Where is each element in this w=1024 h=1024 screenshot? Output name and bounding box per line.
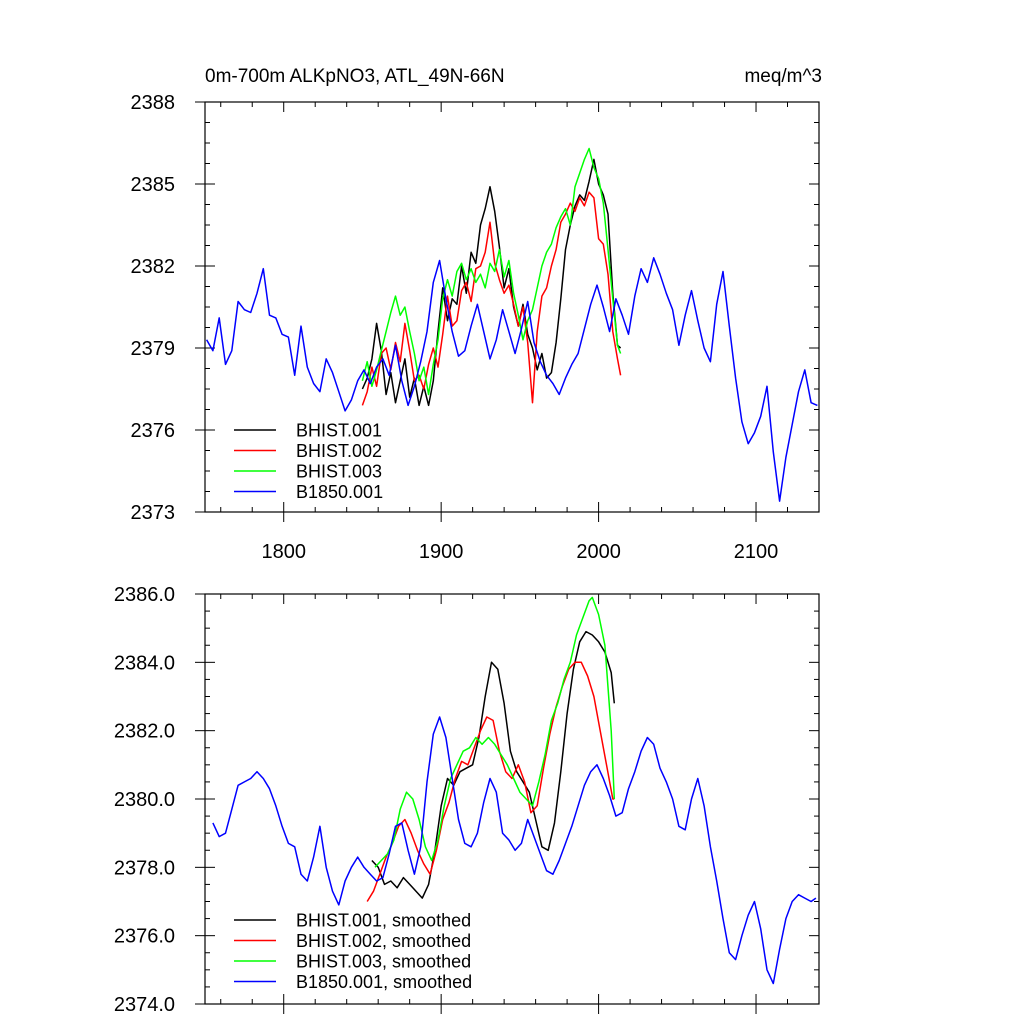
top-x-tick-label-2: 2000: [576, 541, 621, 563]
bottom-series-line-3: [212, 716, 817, 985]
bottom-legend-label-1: BHIST.002, smoothed: [296, 931, 471, 951]
top-y-tick-label-2: 2379: [131, 338, 176, 360]
bottom-y-tick-label-5: 2384.0: [114, 652, 175, 674]
bottom-tick-labels: 2374.0 2376.0 2378.0 2380.0 2382.0 2384.0 2386…: [114, 584, 175, 1016]
bottom-series-line-2: [374, 596, 616, 868]
bottom-ticks: [195, 593, 820, 1014]
top-legend-label-1: BHIST.002: [296, 441, 382, 461]
panel-top: 2373 2376 2379 2382 2385 2388 1800 1900 2000 2100…: [131, 66, 823, 563]
bottom-y-tick-label-0: 2374.0: [114, 994, 175, 1016]
top-y-tick-label-4: 2385: [131, 174, 176, 196]
top-series-line-2: [361, 147, 622, 396]
bottom-legend-label-0: BHIST.001, smoothed: [296, 911, 471, 931]
top-legend-label-0: BHIST.001: [296, 421, 382, 441]
bottom-legend-label-3: B1850.001, smoothed: [296, 972, 472, 992]
top-plot-frame: [204, 101, 820, 513]
bottom-plot-frame: [204, 593, 820, 1005]
top-series-line-1: [361, 191, 622, 406]
panel-bottom: 2374.0 2376.0 2378.0 2380.0 2382.0 2384.0 2386…: [114, 584, 820, 1016]
bottom-y-tick-label-3: 2380.0: [114, 789, 175, 811]
bottom-legend-label-2: BHIST.003, smoothed: [296, 952, 471, 972]
top-legend-label-2: BHIST.003: [296, 462, 382, 482]
top-series-line-0: [361, 158, 622, 407]
top-series-line-3: [205, 257, 818, 502]
bottom-y-tick-label-6: 2386.0: [114, 584, 175, 606]
top-ticks: [195, 101, 820, 522]
top-units: meq/m^3: [744, 66, 822, 87]
top-x-tick-label-1: 1900: [419, 541, 464, 563]
top-title: 0m-700m ALKpNO3, ATL_49N-66N: [205, 66, 505, 87]
top-y-tick-label-0: 2373: [131, 502, 176, 524]
top-tick-labels: 2373 2376 2379 2382 2385 2388 1800 1900 2000 2100: [131, 92, 779, 563]
top-x-tick-label-3: 2100: [734, 541, 779, 563]
top-y-tick-label-3: 2382: [131, 256, 176, 278]
bottom-y-tick-label-4: 2382.0: [114, 721, 175, 743]
top-legend-label-3: B1850.001: [296, 482, 383, 502]
bottom-series-line-1: [366, 661, 615, 902]
bottom-y-tick-label-1: 2376.0: [114, 926, 175, 948]
top-series-layer: [205, 147, 818, 502]
top-y-tick-label-5: 2388: [131, 92, 176, 114]
top-x-tick-label-0: 1800: [261, 541, 306, 563]
top-y-tick-label-1: 2376: [131, 420, 176, 442]
bottom-series-layer: [212, 596, 817, 985]
bottom-series-line-0: [371, 630, 616, 899]
bottom-y-tick-label-2: 2378.0: [114, 857, 175, 879]
